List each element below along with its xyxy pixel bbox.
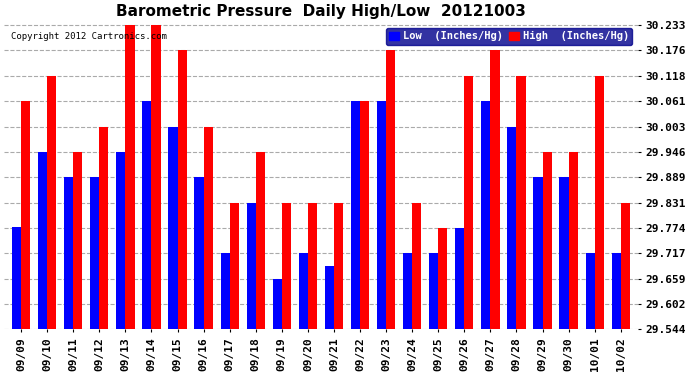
Bar (360, 101, 369, 330)
Bar (403, 253, 412, 330)
Bar (377, 101, 386, 330)
Bar (246, 203, 256, 330)
Bar (569, 152, 578, 330)
Bar (325, 266, 334, 330)
Bar (99, 127, 108, 330)
Bar (38, 152, 47, 330)
Legend: Low  (Inches/Hg), High  (Inches/Hg): Low (Inches/Hg), High (Inches/Hg) (386, 28, 633, 45)
Bar (542, 152, 552, 330)
Bar (351, 101, 360, 330)
Bar (586, 253, 595, 330)
Bar (299, 253, 308, 330)
Bar (273, 279, 282, 330)
Bar (455, 228, 464, 330)
Bar (152, 26, 161, 330)
Bar (126, 26, 135, 330)
Bar (621, 203, 630, 330)
Bar (412, 203, 422, 330)
Bar (256, 152, 265, 330)
Bar (21, 101, 30, 330)
Bar (168, 127, 177, 330)
Bar (47, 76, 57, 330)
Bar (516, 76, 526, 330)
Bar (533, 177, 542, 330)
Bar (507, 127, 516, 330)
Bar (560, 177, 569, 330)
Bar (177, 51, 187, 330)
Bar (195, 177, 204, 330)
Bar (481, 101, 491, 330)
Bar (464, 76, 473, 330)
Bar (595, 76, 604, 330)
Bar (142, 101, 152, 330)
Bar (491, 51, 500, 330)
Bar (90, 177, 99, 330)
Bar (73, 152, 82, 330)
Bar (221, 253, 230, 330)
Bar (204, 127, 213, 330)
Bar (230, 203, 239, 330)
Bar (611, 253, 621, 330)
Bar (386, 51, 395, 330)
Bar (12, 228, 21, 330)
Bar (429, 253, 438, 330)
Bar (117, 152, 126, 330)
Bar (308, 203, 317, 330)
Bar (438, 228, 447, 330)
Bar (334, 203, 343, 330)
Title: Barometric Pressure  Daily High/Low  20121003: Barometric Pressure Daily High/Low 20121… (116, 4, 526, 19)
Bar (64, 177, 73, 330)
Text: Copyright 2012 Cartronics.com: Copyright 2012 Cartronics.com (10, 32, 166, 41)
Bar (282, 203, 291, 330)
